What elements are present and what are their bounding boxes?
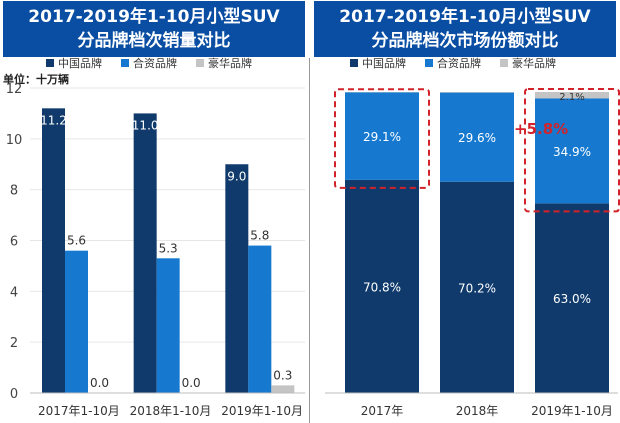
right-chart-title: 2017-2019年1-10月小型SUV 分品牌档次市场份额对比	[314, 1, 616, 57]
left-ytick-3: 6	[10, 235, 18, 250]
right-legend-swatch-1	[425, 59, 433, 67]
right-segment-label-0-1: 29.1%	[363, 130, 401, 144]
right-category-label-1: 2018年	[456, 404, 499, 418]
right-segment-1-1	[440, 92, 514, 182]
left-bar-label-0-0: 11.2	[40, 113, 67, 127]
right-segment-0-1	[345, 92, 419, 180]
left-bar-2-0	[225, 164, 249, 393]
right-segment-label-2-2: 2.1%	[559, 92, 584, 103]
right-category-label-0: 2017年	[361, 404, 404, 418]
left-category-label-1: 2018年1-10月	[130, 404, 212, 418]
right-segment-label-1-1: 29.6%	[458, 131, 496, 145]
left-ytick-0: 0	[10, 387, 18, 402]
left-bar-1-0	[133, 113, 157, 394]
left-ytick-5: 10	[6, 133, 23, 148]
right-segment-label-0-0: 70.8%	[363, 280, 401, 294]
right-segment-label-2-0: 63.0%	[553, 292, 591, 306]
right-segment-label-2-1: 34.9%	[553, 145, 591, 159]
right-segment-2-2	[535, 92, 609, 99]
right-legend-swatch-0	[350, 59, 358, 67]
right-annotation-change: +5.8%	[514, 120, 568, 138]
left-ytick-4: 8	[10, 184, 18, 199]
left-bar-2-1	[248, 245, 272, 393]
right-legend-label-1: 合资品牌	[437, 56, 481, 70]
right-highlight-box-2017	[334, 88, 430, 189]
left-unit-label: 单位：十万辆	[3, 72, 69, 86]
left-legend-swatch-1	[121, 59, 129, 67]
left-legend-label-2: 豪华品牌	[208, 56, 252, 70]
left-legend-label-0: 中国品牌	[58, 56, 102, 70]
left-category-label-0: 2017年1-10月	[38, 404, 120, 418]
left-category-label-2: 2019年1-10月	[221, 404, 303, 418]
left-bar-2-2	[271, 385, 295, 393]
right-legend-swatch-2	[500, 59, 508, 67]
right-segment-label-1-0: 70.2%	[458, 281, 496, 295]
right-segment-1-0	[440, 181, 514, 393]
left-chart-title-line-2: 分品牌档次销量对比	[77, 31, 231, 51]
left-legend-swatch-0	[46, 59, 54, 67]
left-bar-label-2-0: 9.0	[227, 169, 246, 183]
right-legend-label-2: 豪华品牌	[512, 56, 556, 70]
panel-divider	[309, 58, 310, 423]
left-bar-label-2-2: 0.3	[273, 368, 292, 382]
left-legend-label-1: 合资品牌	[133, 56, 177, 70]
right-legend-label-0: 中国品牌	[362, 56, 406, 70]
right-segment-2-1	[535, 98, 609, 204]
left-legend-swatch-2	[196, 59, 204, 67]
left-bar-label-1-2: 0.0	[182, 376, 201, 390]
right-segment-1-2	[440, 92, 514, 93]
left-bar-0-0	[42, 108, 65, 393]
left-bar-label-1-1: 5.3	[159, 241, 178, 255]
left-bar-label-1-0: 11.0	[132, 118, 159, 132]
right-highlight-box-2019	[524, 88, 620, 213]
right-chart-title-line-1: 2017-2019年1-10月小型SUV	[339, 7, 591, 27]
left-chart-title-line-1: 2017-2019年1-10月小型SUV	[28, 7, 280, 27]
left-bar-1-1	[156, 258, 180, 393]
right-segment-2-0	[535, 203, 609, 393]
left-bar-label-0-1: 5.6	[67, 234, 86, 248]
left-bar-label-0-2: 0.0	[90, 376, 109, 390]
left-ytick-1: 2	[10, 336, 18, 351]
left-ytick-6: 12	[6, 82, 23, 97]
left-bar-label-2-1: 5.8	[250, 229, 269, 243]
right-chart-title-line-2: 分品牌档次市场份额对比	[371, 31, 559, 51]
left-ytick-2: 4	[10, 285, 18, 300]
left-bar-0-1	[65, 250, 88, 393]
right-category-label-2: 2019年1-10月	[531, 404, 613, 418]
right-segment-0-0	[345, 179, 419, 393]
left-chart-title: 2017-2019年1-10月小型SUV 分品牌档次销量对比	[3, 1, 305, 57]
